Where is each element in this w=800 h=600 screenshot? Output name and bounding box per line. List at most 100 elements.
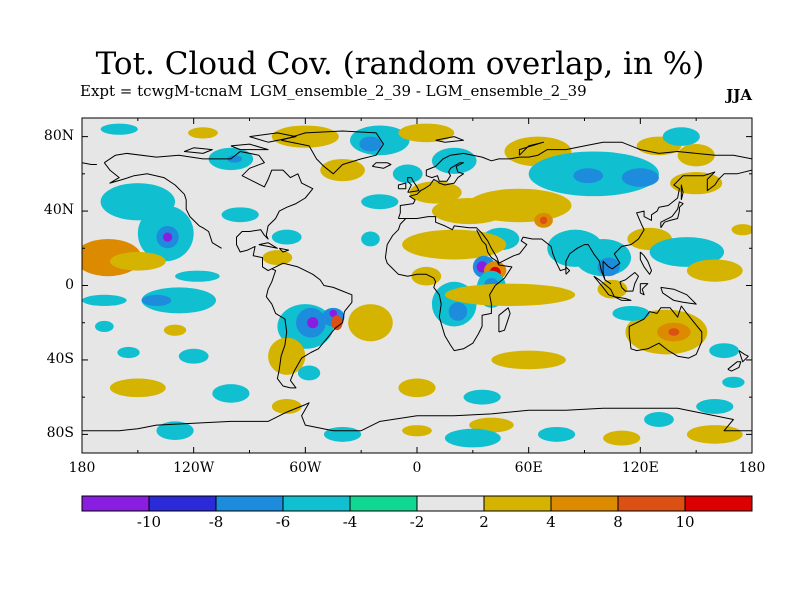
coastline-23 [278, 247, 290, 253]
coastline-0 [104, 151, 353, 389]
anomaly-patch-65 [448, 302, 468, 321]
anomaly-patch-44 [212, 384, 250, 403]
anomaly-patch-34 [307, 317, 319, 329]
coastline-18 [639, 283, 649, 296]
colorbar-box-2 [215, 495, 284, 512]
anomaly-patch-42 [109, 378, 166, 398]
coastline-1 [103, 162, 222, 249]
anomaly-patch-26 [262, 250, 293, 266]
lon-label: 120W [173, 460, 215, 476]
anomaly-patch-73 [686, 259, 743, 282]
coastline-15 [619, 272, 639, 292]
anomaly-patch-91 [686, 425, 743, 444]
anomaly-patch-9 [320, 158, 365, 182]
anomaly-patch-17 [677, 144, 715, 167]
colorbar-box-8 [617, 495, 686, 512]
coastline-26 [230, 143, 269, 151]
anomaly-patch-38 [268, 337, 306, 375]
coastline-4 [82, 162, 97, 165]
anomaly-patch-36 [329, 309, 337, 318]
coastline-29 [518, 141, 545, 156]
anomaly-patch-2 [271, 125, 339, 148]
colorbar-label: -10 [136, 513, 162, 531]
colorbar-label: 8 [613, 513, 623, 531]
coastline-8 [628, 305, 703, 359]
colorbar [81, 495, 753, 512]
coastline-24 [565, 266, 571, 275]
lon-label: 0 [412, 460, 422, 476]
anomaly-patch-89 [603, 430, 641, 446]
coastline-13 [371, 162, 392, 169]
lat-label: 80N [43, 127, 74, 144]
coastline-28 [249, 132, 297, 143]
coastline-2 [280, 130, 384, 175]
lat-label: 40N [43, 202, 74, 219]
coastline-7 [498, 307, 511, 333]
anomaly-patch-28 [175, 270, 220, 282]
colorbar-label: -2 [409, 513, 425, 531]
coastline-30 [435, 136, 464, 143]
lon-label: 60W [289, 460, 322, 476]
season-label: JJA [726, 86, 752, 104]
anomaly-patch-27 [221, 207, 259, 223]
anomaly-patch-16 [621, 168, 659, 187]
anomaly-patch-80 [491, 350, 566, 370]
coastline-6 [384, 218, 513, 352]
anomaly-patch-87 [444, 428, 501, 448]
coastline-22 [258, 242, 278, 249]
anomaly-patch-49 [409, 181, 462, 204]
anomaly-patch-88 [537, 426, 576, 442]
colorbar-box-5 [416, 495, 485, 512]
anomaly-patch-25 [271, 229, 302, 245]
coastline-17 [614, 296, 632, 301]
anomaly-patch-56 [361, 231, 380, 247]
coastline-27 [183, 147, 213, 154]
lat-label: 0 [65, 276, 74, 293]
coastline-19 [639, 251, 652, 275]
ensemble-label: LGM_ensemble_2_39 - LGM_ensemble_2_39 [250, 82, 587, 100]
colorbar-box-3 [282, 495, 351, 512]
anomaly-patch-82 [463, 389, 501, 405]
coastline-11 [397, 182, 407, 190]
anomaly-patch-30 [141, 294, 172, 306]
colorbar-label: -4 [342, 513, 358, 531]
colorbar-label: 4 [546, 513, 556, 531]
anomaly-patch-85 [156, 421, 194, 440]
anomaly-patch-22 [162, 232, 173, 242]
anomaly-patch-83 [469, 417, 514, 433]
coastline-9 [82, 402, 752, 432]
anomaly-patch-78 [612, 305, 650, 321]
anomaly-patch-39 [297, 365, 321, 381]
anomaly-patch-53 [539, 216, 548, 225]
anomaly-patch-7 [662, 127, 700, 146]
anomaly-patch-47 [361, 194, 399, 210]
coastline-3 [397, 141, 752, 219]
coastline-12 [660, 201, 684, 229]
anomaly-patch-29 [141, 287, 216, 314]
anomaly-patch-77 [668, 328, 680, 336]
anomaly-patch-12 [431, 147, 477, 174]
anomaly-patch-11 [227, 155, 243, 163]
lon-label: 120E [621, 460, 659, 476]
coastline-21 [738, 350, 749, 363]
lon-label: 60E [514, 460, 543, 476]
anomaly-patch-31 [82, 294, 127, 306]
anomaly-patch-90 [644, 412, 674, 427]
map-title: Tot. Cloud Cov. (random overlap, in %) [95, 46, 705, 82]
coastline-layer [82, 130, 752, 432]
colorbar-box-1 [148, 495, 217, 512]
coastline-20 [727, 361, 742, 372]
anomaly-patch-24 [109, 251, 166, 271]
colorbar-box-9 [684, 495, 753, 512]
lon-label: 180 [68, 460, 96, 476]
coastline-16 [660, 286, 697, 305]
coastline-10 [407, 177, 420, 193]
anomaly-patch-1 [188, 127, 218, 139]
anomaly-patch-45 [117, 346, 140, 359]
anomaly-patch-46 [95, 320, 114, 333]
anomaly-patch-81 [398, 378, 436, 398]
coastline-5 [398, 169, 752, 285]
coastline-25 [680, 184, 684, 201]
